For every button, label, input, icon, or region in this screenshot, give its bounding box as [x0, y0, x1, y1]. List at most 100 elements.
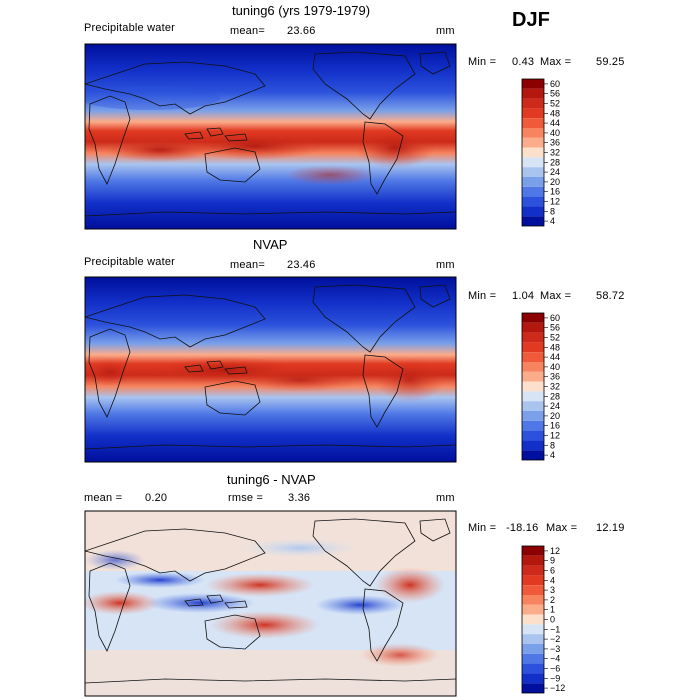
colorbar-level-label: 24: [550, 401, 560, 411]
colorbar-swatch: [522, 595, 544, 605]
colorbar-swatch: [522, 157, 544, 168]
colorbar-swatch: [522, 420, 544, 431]
colorbar-swatch: [522, 565, 544, 576]
colorbar-level-label: 12: [550, 431, 560, 441]
colorbar-swatch: [522, 450, 544, 460]
panel1-variable: Precipitable water: [84, 22, 176, 34]
panel3-mean-value: 0.20: [145, 492, 168, 504]
colorbar-swatch: [522, 137, 544, 148]
colorbar-level-label: 48: [550, 342, 560, 352]
colorbar-level-label: 36: [550, 138, 560, 148]
panel3-max-value: 12.19: [596, 522, 625, 534]
colorbar-swatch: [522, 555, 544, 566]
colorbar-level-label: −3: [550, 644, 560, 654]
colorbar-swatch: [522, 342, 544, 353]
colorbar-swatch: [522, 216, 544, 226]
colorbar-level-label: −12: [550, 683, 565, 693]
colorbar-swatch: [522, 401, 544, 411]
colorbar-swatch: [522, 546, 544, 556]
colorbar-swatch: [522, 440, 544, 451]
panel3-max-label: Max =: [546, 522, 578, 534]
colorbar-swatch: [522, 147, 544, 158]
panel3-min-value: -18.16: [506, 522, 539, 534]
panel1-mean-value: 23.66: [287, 25, 316, 37]
colorbar-swatch: [522, 352, 544, 362]
colorbar-level-label: −4: [550, 654, 560, 664]
panel1-max-label: Max =: [540, 56, 572, 68]
colorbar-level-label: 28: [550, 157, 560, 167]
colorbar-swatch: [522, 177, 544, 187]
colorbar-level-label: 3: [550, 585, 555, 595]
colorbar-level-label: −1: [550, 624, 560, 634]
colorbar-swatch: [522, 186, 544, 197]
colorbar-swatch: [522, 575, 544, 586]
panel2-min-value: 1.04: [512, 290, 535, 302]
panel2-map: [84, 276, 457, 463]
colorbar-level-label: 32: [550, 382, 560, 392]
colorbar-level-label: 4: [550, 450, 555, 460]
panel1-min-value: 0.43: [512, 56, 535, 68]
colorbar-swatch: [522, 206, 544, 217]
colorbar-swatch: [522, 108, 544, 119]
colorbar-swatch: [522, 644, 544, 654]
panel3-mean-label: mean =: [84, 492, 123, 504]
panel2-units: mm: [436, 259, 455, 271]
colorbar-swatch: [522, 381, 544, 392]
colorbar-level-label: 52: [550, 333, 560, 343]
panel3-rmse-value: 3.36: [288, 492, 311, 504]
colorbar-level-label: 16: [550, 421, 560, 431]
colorbar-swatch: [522, 411, 544, 421]
colorbar-level-label: 48: [550, 108, 560, 118]
colorbar-level-label: 44: [550, 118, 560, 128]
colorbar-swatch: [522, 322, 544, 333]
colorbar-swatch: [522, 79, 544, 89]
colorbar-level-label: 60: [550, 79, 560, 89]
colorbar-swatch: [522, 663, 544, 674]
panel1-map: [84, 43, 457, 230]
colorbar-level-label: 4: [550, 216, 555, 226]
panel1-max-value: 59.25: [596, 56, 625, 68]
colorbar-level-label: 16: [550, 187, 560, 197]
colorbar-swatch: [522, 371, 544, 382]
colorbar-swatch: [522, 196, 544, 207]
panel3-title: tuning6 - NVAP: [227, 472, 316, 487]
panel2-max-label: Max =: [540, 290, 572, 302]
colorbar-swatch: [522, 118, 544, 128]
panel2-mean-value: 23.46: [287, 259, 316, 271]
season-label: DJF: [512, 9, 550, 31]
colorbar-level-label: 40: [550, 362, 560, 372]
colorbar-swatch: [522, 653, 544, 664]
panel3-map: [84, 510, 457, 697]
colorbar-level-label: 56: [550, 323, 560, 333]
colorbar-swatch: [522, 88, 544, 99]
colorbar-level-label: 36: [550, 372, 560, 382]
panel1-units: mm: [436, 25, 455, 37]
colorbar-level-label: 44: [550, 352, 560, 362]
panel2-title: NVAP: [253, 237, 288, 252]
colorbar-swatch: [522, 167, 544, 177]
colorbar-level-label: 60: [550, 313, 560, 323]
colorbar-level-label: 1: [550, 605, 555, 615]
colorbar-level-label: 24: [550, 167, 560, 177]
panel3-min-label: Min =: [468, 522, 497, 534]
colorbar-swatch: [522, 683, 544, 693]
colorbar-level-label: 56: [550, 89, 560, 99]
panel1-title: tuning6 (yrs 1979-1979): [232, 3, 371, 18]
colorbar-swatch: [522, 98, 544, 109]
colorbar-level-label: 0: [550, 615, 555, 625]
colorbar-swatch: [522, 624, 544, 635]
colorbar-level-label: 32: [550, 148, 560, 158]
colorbar-level-label: 52: [550, 99, 560, 109]
colorbar-level-label: 20: [550, 177, 560, 187]
colorbar-swatch: [522, 634, 544, 644]
panel1-min-label: Min =: [468, 56, 497, 68]
panel2-variable: Precipitable water: [84, 256, 176, 268]
colorbar-swatch: [522, 128, 544, 138]
colorbar-level-label: 8: [550, 206, 555, 216]
colorbar-swatch: [522, 614, 544, 625]
panel3-rmse-label: rmse =: [228, 492, 264, 504]
